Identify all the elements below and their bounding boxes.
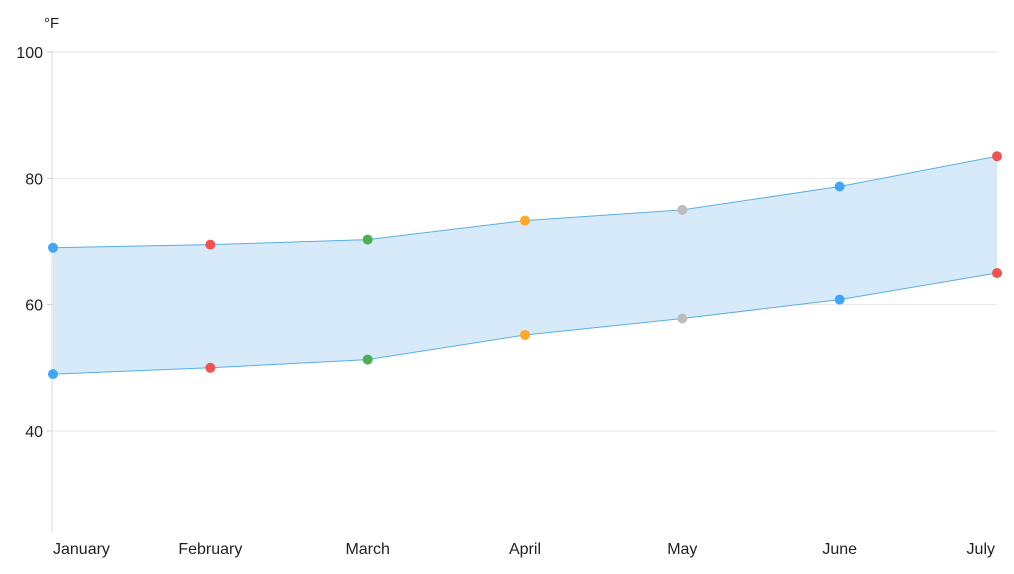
high-point-may[interactable] — [677, 204, 688, 215]
low-point-february[interactable] — [205, 362, 216, 373]
x-tick-label-april: April — [509, 541, 541, 558]
high-point-june[interactable] — [834, 181, 845, 192]
low-point-april[interactable] — [520, 329, 530, 340]
high-point-january[interactable] — [48, 242, 58, 253]
high-point-july[interactable] — [992, 151, 1002, 162]
y-tick-label: 80 — [25, 171, 43, 188]
high-point-april[interactable] — [520, 215, 530, 226]
y-tick-labels: 40 60 80 100 — [16, 45, 43, 441]
y-tick-label: 100 — [16, 45, 43, 62]
x-tick-label-may: May — [667, 541, 697, 558]
y-tick-label: 60 — [25, 298, 43, 315]
low-point-may[interactable] — [677, 313, 688, 324]
low-point-january[interactable] — [48, 369, 58, 380]
x-tick-label-june: June — [822, 541, 857, 558]
data-points — [48, 151, 1002, 380]
low-point-march[interactable] — [362, 354, 373, 365]
y-unit-label: °F — [44, 15, 59, 32]
range-fill — [53, 156, 997, 375]
x-tick-label-january: January — [53, 541, 110, 558]
x-tick-label-july: July — [967, 541, 995, 558]
high-point-march[interactable] — [362, 234, 373, 245]
range-area — [52, 155, 998, 375]
low-point-july[interactable] — [992, 268, 1002, 279]
high-point-february[interactable] — [205, 239, 216, 250]
x-tick-label-march: March — [345, 541, 389, 558]
x-tick-label-february: February — [178, 541, 242, 558]
y-tick-label: 40 — [25, 424, 43, 441]
low-point-june[interactable] — [834, 294, 845, 305]
x-tick-labels: January February March April May June July — [53, 541, 995, 558]
